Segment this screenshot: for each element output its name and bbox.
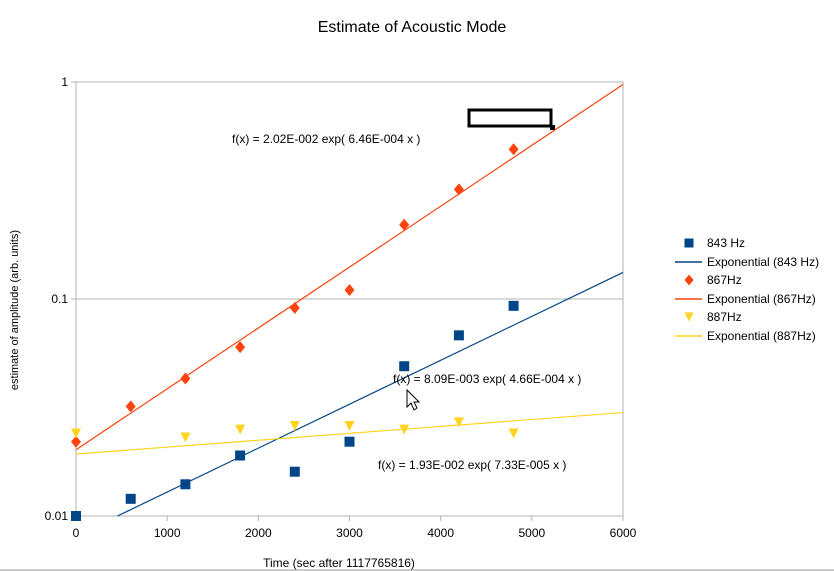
point-867hz [453, 183, 464, 196]
point-887hz [453, 417, 464, 428]
trendline-843hz [117, 271, 624, 517]
point-843hz [399, 361, 410, 372]
point-867hz [235, 341, 246, 354]
legend-marker-867hz [684, 274, 694, 286]
point-843hz [289, 466, 300, 477]
point-887hz [344, 420, 355, 431]
x-tick-label: 0 [73, 526, 80, 540]
x-axis-label: Time (sec after 1117765816) [263, 556, 415, 570]
legend-trend-label-843hz: Exponential (843 Hz) [707, 255, 819, 269]
selection-handle[interactable] [550, 125, 555, 130]
point-887hz [71, 428, 81, 439]
point-887hz [235, 424, 246, 435]
point-887hz [399, 424, 410, 435]
x-tick-label: 1000 [154, 526, 181, 540]
legend-trend-label-887hz: Exponential (887Hz) [707, 329, 816, 343]
point-843hz [344, 436, 355, 447]
equation-843hz: f(x) = 8.09E-003 exp( 4.66E-004 x ) [393, 372, 581, 386]
point-867hz [344, 284, 355, 297]
point-867hz [289, 301, 300, 314]
trendline-867hz [75, 83, 624, 451]
chart-title: Estimate of Acoustic Mode [318, 19, 507, 36]
point-843hz [235, 450, 246, 461]
y-tick-label: 0.01 [45, 509, 69, 523]
selection-box[interactable] [467, 108, 553, 128]
legend-label-887hz: 887Hz [707, 310, 742, 324]
point-887hz [289, 420, 300, 431]
y-tick-label: 1 [61, 75, 68, 89]
point-843hz [508, 300, 519, 311]
legend-label-843hz: 843 Hz [707, 236, 745, 250]
x-tick-label: 5000 [518, 526, 545, 540]
point-867hz [71, 435, 81, 448]
point-867hz [125, 400, 136, 413]
legend-trend-label-867hz: Exponential (867Hz) [707, 292, 816, 306]
point-843hz [125, 493, 136, 504]
point-887hz [180, 432, 191, 443]
legend-label-867hz: 867Hz [707, 273, 742, 287]
trendline-887hz [75, 411, 624, 455]
point-887hz [508, 428, 519, 439]
point-843hz [453, 330, 464, 341]
point-867hz [180, 372, 191, 385]
point-867hz [508, 143, 519, 156]
legend-marker-843hz [684, 238, 694, 248]
x-tick-label: 3000 [336, 526, 363, 540]
point-843hz [180, 479, 191, 490]
x-tick-label: 4000 [427, 526, 454, 540]
x-tick-label: 6000 [610, 526, 637, 540]
point-867hz [399, 218, 410, 231]
y-axis-label: estimate of amplitude (arb. units) [9, 230, 21, 390]
point-843hz [71, 511, 81, 521]
mouse-cursor-icon [406, 388, 421, 411]
legend-marker-887hz [684, 312, 694, 322]
equation-867hz: f(x) = 2.02E-002 exp( 6.46E-004 x ) [232, 132, 420, 146]
equation-887hz: f(x) = 1.93E-002 exp( 7.33E-005 x ) [378, 458, 566, 472]
x-tick-label: 2000 [245, 526, 272, 540]
y-tick-label: 0.1 [51, 292, 68, 306]
